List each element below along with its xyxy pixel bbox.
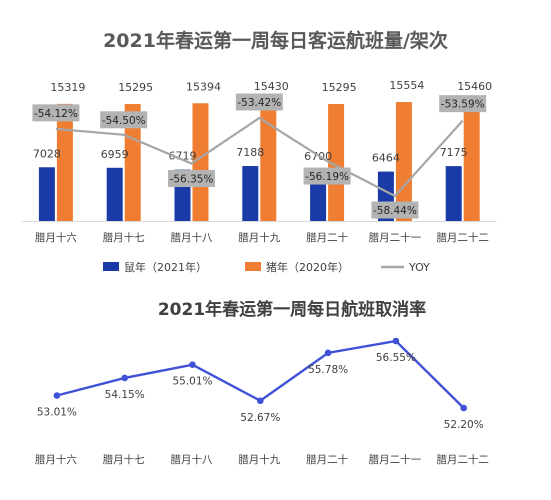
chart-2-x-tick-7: 腊月二十二 — [436, 453, 489, 466]
bar-2021-4 — [242, 166, 259, 221]
legend-label-yoy: YOY — [408, 261, 430, 274]
chart-2-x-tick-1: 腊月十六 — [35, 453, 77, 466]
yoy-label-box-2 — [100, 111, 148, 129]
bar-2020-label-2: 15295 — [118, 81, 153, 94]
bar-2020-2 — [124, 104, 141, 221]
cancel-rate-point-2 — [121, 374, 128, 382]
bar-2020-5 — [328, 104, 345, 221]
legend-label-2020: 猪年（2020年） — [266, 260, 349, 274]
chart-2-x-tick-2: 腊月十七 — [103, 453, 145, 466]
cancel-rate-point-7 — [460, 404, 468, 412]
bar-2020-4 — [260, 103, 277, 221]
bar-2021-7 — [445, 166, 462, 221]
bar-2020-1 — [56, 103, 73, 221]
yoy-label-5: -56.19% — [305, 171, 349, 183]
bar-2020-label-1: 15319 — [50, 81, 85, 94]
cancel-rate-point-4 — [257, 397, 264, 405]
bar-2021-label-6: 6464 — [372, 152, 400, 165]
bar-2020-label-7: 15460 — [457, 80, 492, 93]
chart-2-x-tick-3: 腊月十八 — [171, 453, 213, 466]
cancel-rate-label-4: 52.67% — [240, 412, 280, 424]
bar-2021-label-2: 6959 — [101, 148, 129, 161]
chart-1-x-tick-4: 腊月十九 — [238, 231, 280, 244]
cancel-rate-label-2: 54.15% — [105, 389, 145, 401]
cancel-rate-label-1: 53.01% — [37, 407, 77, 419]
legend-swatch-2021 — [103, 262, 119, 271]
bar-2020-label-5: 15295 — [322, 81, 357, 94]
yoy-label-7: -53.59% — [441, 99, 485, 111]
cancel-rate-point-3 — [189, 361, 196, 369]
chart-2-title: 2021年春运第一周每日航班取消率 — [158, 299, 426, 320]
chart-1-x-tick-3: 腊月十八 — [171, 231, 213, 244]
bar-2020-label-4: 15430 — [254, 80, 289, 93]
yoy-label-6: -58.44% — [373, 205, 417, 217]
chart-1-x-tick-5: 腊月二十 — [306, 231, 348, 244]
chart-1-x-tick-6: 腊月二十一 — [369, 231, 422, 244]
yoy-label-box-6 — [371, 201, 419, 219]
cancel-rate-label-6: 56.55% — [376, 352, 416, 364]
cancel-rate-label-3: 55.01% — [172, 376, 212, 388]
chart-2-x-tick-4: 腊月十九 — [238, 453, 280, 466]
chart-1-x-tick-7: 腊月二十二 — [436, 231, 489, 244]
bar-2021-label-1: 7028 — [33, 147, 61, 160]
yoy-label-box-3 — [168, 170, 215, 188]
chart-1-title: 2021年春运第一周每日客运航班量/架次 — [103, 29, 448, 52]
bar-2021-2 — [106, 167, 123, 221]
cancel-rate-label-7: 52.20% — [444, 419, 484, 431]
chart-2-x-tick-6: 腊月二十一 — [369, 453, 422, 466]
bar-2021-label-7: 7175 — [440, 146, 468, 159]
yoy-label-box-1 — [32, 104, 80, 122]
yoy-label-3: -56.35% — [170, 174, 214, 186]
cancel-rate-point-5 — [324, 349, 332, 357]
chart-2-x-tick-5: 腊月二十 — [306, 453, 348, 466]
bar-2020-3 — [192, 103, 209, 221]
yoy-label-2: -54.50% — [102, 115, 146, 127]
chart-1-x-tick-2: 腊月十七 — [103, 231, 145, 244]
chart-1-x-tick-1: 腊月十六 — [35, 231, 77, 244]
yoy-label-4: -53.42% — [237, 97, 281, 109]
yoy-label-box-5 — [303, 167, 351, 185]
bar-2021-label-4: 7188 — [236, 146, 264, 159]
yoy-label-1: -54.12% — [34, 108, 78, 120]
legend-label-2021: 鼠年（2021年） — [124, 260, 207, 274]
yoy-label-box-7 — [439, 95, 487, 113]
bar-2020-label-6: 15554 — [389, 79, 424, 92]
yoy-label-box-4 — [235, 93, 283, 111]
bar-2020-7 — [463, 102, 480, 221]
bar-2021-label-3: 6719 — [169, 150, 197, 163]
bar-2021-1 — [38, 167, 55, 221]
cancel-rate-label-5: 55.78% — [308, 364, 348, 376]
cancel-rate-point-6 — [392, 337, 400, 345]
cancel-rate-point-1 — [53, 392, 61, 399]
bar-2020-label-3: 15394 — [186, 80, 221, 93]
yoy-line — [55, 116, 464, 198]
legend-swatch-2020 — [245, 262, 261, 271]
